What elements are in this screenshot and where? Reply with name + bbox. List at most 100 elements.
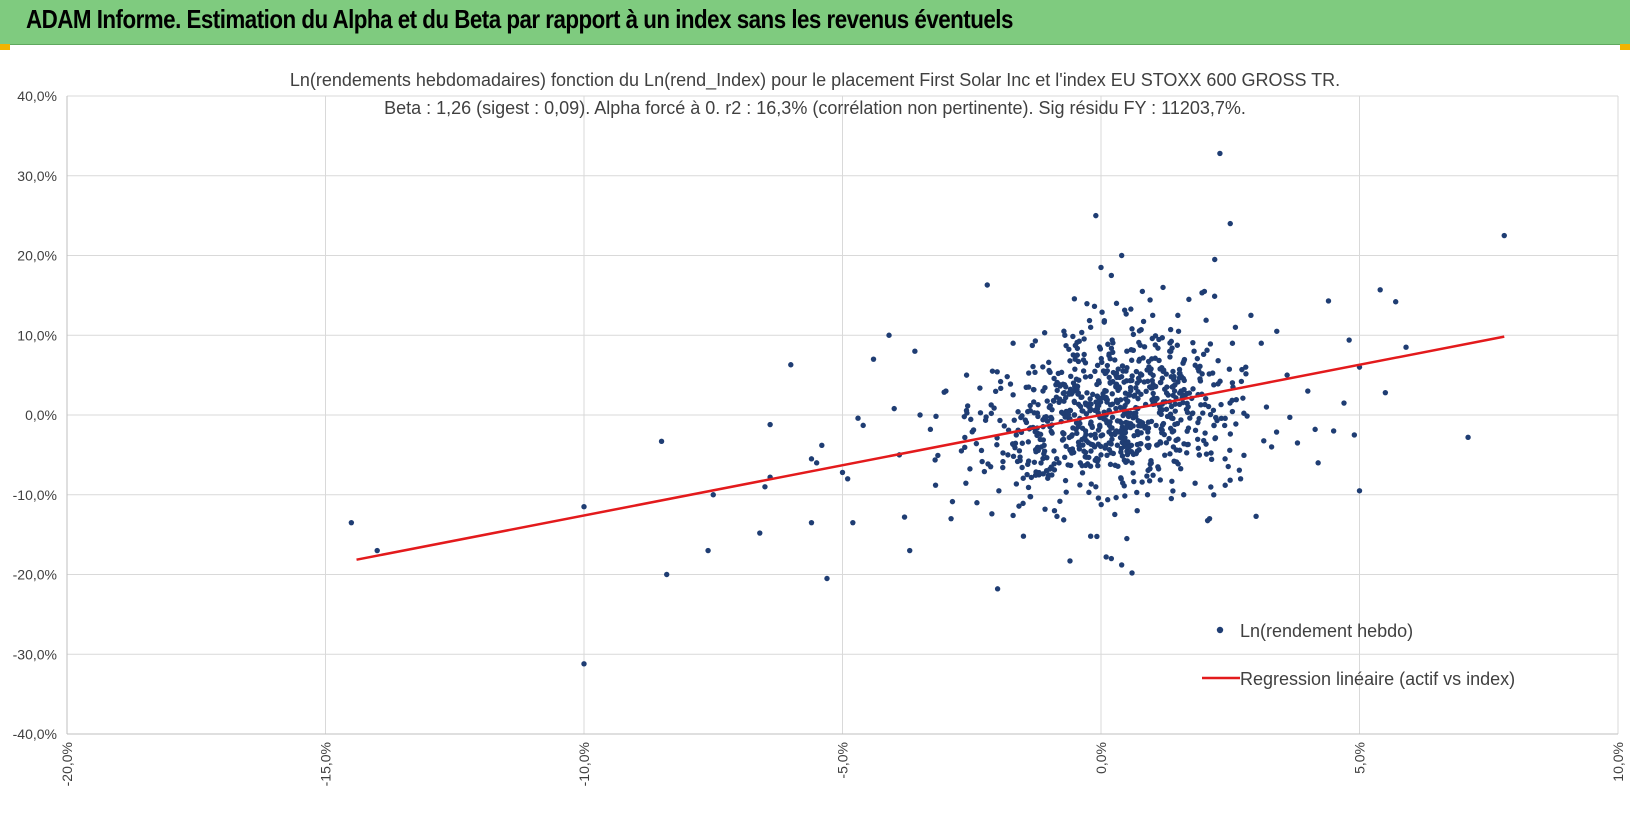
scatter-point xyxy=(1147,465,1153,472)
scatter-point xyxy=(1092,431,1098,437)
scatter-point xyxy=(1203,317,1209,323)
chart-subtitle: Beta : 1,26 (sigest : 0,09). Alpha forcé… xyxy=(384,98,1246,118)
scatter-point xyxy=(1025,439,1032,445)
scatter-point xyxy=(1351,432,1358,438)
scatter-point xyxy=(1020,533,1027,539)
scatter-point xyxy=(1080,408,1086,414)
scatter-point xyxy=(1184,441,1190,448)
scatter-point xyxy=(1113,370,1120,376)
scatter-point xyxy=(1047,402,1053,409)
scatter-point xyxy=(1168,338,1175,345)
y-tick-label: -30,0% xyxy=(13,646,57,662)
scatter-point xyxy=(1054,387,1060,394)
y-tick-label: -10,0% xyxy=(13,487,57,503)
scatter-point xyxy=(1207,341,1214,347)
scatter-point xyxy=(1215,357,1221,364)
scatter-point xyxy=(1105,341,1111,347)
scatter-point xyxy=(1287,414,1293,420)
scatter-point xyxy=(1112,511,1118,518)
scatter-point xyxy=(1236,467,1243,473)
scatter-point xyxy=(1023,384,1029,391)
scatter-point xyxy=(1181,386,1187,393)
scatter-point xyxy=(1128,387,1134,394)
scatter-point xyxy=(1294,440,1301,446)
scatter-point xyxy=(1114,442,1121,448)
scatter-point xyxy=(1048,428,1054,435)
scatter-point xyxy=(1066,391,1072,397)
scatter-point xyxy=(1102,387,1108,394)
scatter-point xyxy=(1020,475,1026,481)
scatter-point xyxy=(1040,388,1046,394)
scatter-point xyxy=(978,447,985,454)
scatter-point xyxy=(1046,367,1052,374)
scatter-point xyxy=(1044,398,1050,404)
scatter-point xyxy=(1082,374,1089,380)
scatter-point xyxy=(1168,415,1175,421)
scatter-point xyxy=(1110,349,1116,356)
scatter-point xyxy=(1087,533,1094,539)
scatter-point xyxy=(1089,424,1095,431)
legend-label-points: Ln(rendement hebdo) xyxy=(1240,621,1413,641)
scatter-point xyxy=(1146,478,1153,484)
scatter-point xyxy=(1007,381,1014,387)
scatter-point xyxy=(710,492,716,498)
scatter-point xyxy=(1010,512,1016,519)
scatter-point xyxy=(1122,402,1128,409)
scatter-point xyxy=(1253,513,1259,519)
scatter-point xyxy=(987,463,994,470)
scatter-point xyxy=(1212,256,1218,263)
scatter-point xyxy=(1146,384,1153,390)
scatter-point xyxy=(705,547,711,554)
scatter-point xyxy=(949,498,956,505)
scatter-point xyxy=(1163,406,1170,412)
scatter-point xyxy=(1098,264,1104,271)
scatter-point xyxy=(1261,438,1267,444)
scatter-point xyxy=(1017,457,1023,464)
scatter-point xyxy=(1088,432,1094,438)
scatter-point xyxy=(1024,471,1030,478)
scatter-point xyxy=(997,417,1003,424)
scatter-point xyxy=(1084,300,1090,307)
axes xyxy=(66,96,1618,735)
scatter-point xyxy=(1129,357,1135,363)
scatter-point xyxy=(1169,478,1175,484)
scatter-point xyxy=(1086,317,1093,324)
scatter-point xyxy=(1026,370,1032,376)
scatter-point xyxy=(1203,451,1210,457)
y-tick-label: 0,0% xyxy=(25,407,57,423)
scatter-point xyxy=(1084,390,1090,396)
scatter-point xyxy=(1063,443,1069,449)
scatter-point xyxy=(963,372,970,378)
scatter-point xyxy=(1130,347,1137,353)
scatter-point xyxy=(1077,482,1083,488)
scatter-point xyxy=(969,429,975,435)
scatter-point xyxy=(1107,356,1113,362)
scatter-point xyxy=(1175,312,1181,319)
scatter-point xyxy=(1121,379,1127,385)
scatter-point xyxy=(1082,449,1089,456)
scatter-point xyxy=(1029,342,1036,349)
scatter-point xyxy=(1240,395,1246,401)
scatter-point xyxy=(1088,481,1094,487)
scatter-point xyxy=(1041,330,1048,336)
scatter-point xyxy=(1019,440,1025,446)
scatter-point xyxy=(1051,467,1058,473)
scatter-point xyxy=(1098,452,1104,458)
x-tick-label: -10,0% xyxy=(576,742,592,786)
scatter-point xyxy=(1042,506,1048,512)
scatter-point xyxy=(1197,376,1203,382)
scatter-point xyxy=(997,378,1004,385)
scatter-point xyxy=(1093,455,1100,462)
scatter-point xyxy=(1000,464,1006,471)
scatter-point xyxy=(581,661,587,667)
scatter-point xyxy=(664,571,670,578)
scatter-point xyxy=(1184,390,1190,397)
scatter-point xyxy=(1134,489,1140,496)
scatter-point xyxy=(1072,366,1078,372)
scatter-point xyxy=(1222,482,1228,488)
scatter-point xyxy=(1102,370,1108,377)
scatter-point xyxy=(1075,390,1082,396)
scatter-point xyxy=(1020,500,1026,507)
scatter-point xyxy=(581,504,587,510)
scatter-point xyxy=(1097,346,1104,352)
